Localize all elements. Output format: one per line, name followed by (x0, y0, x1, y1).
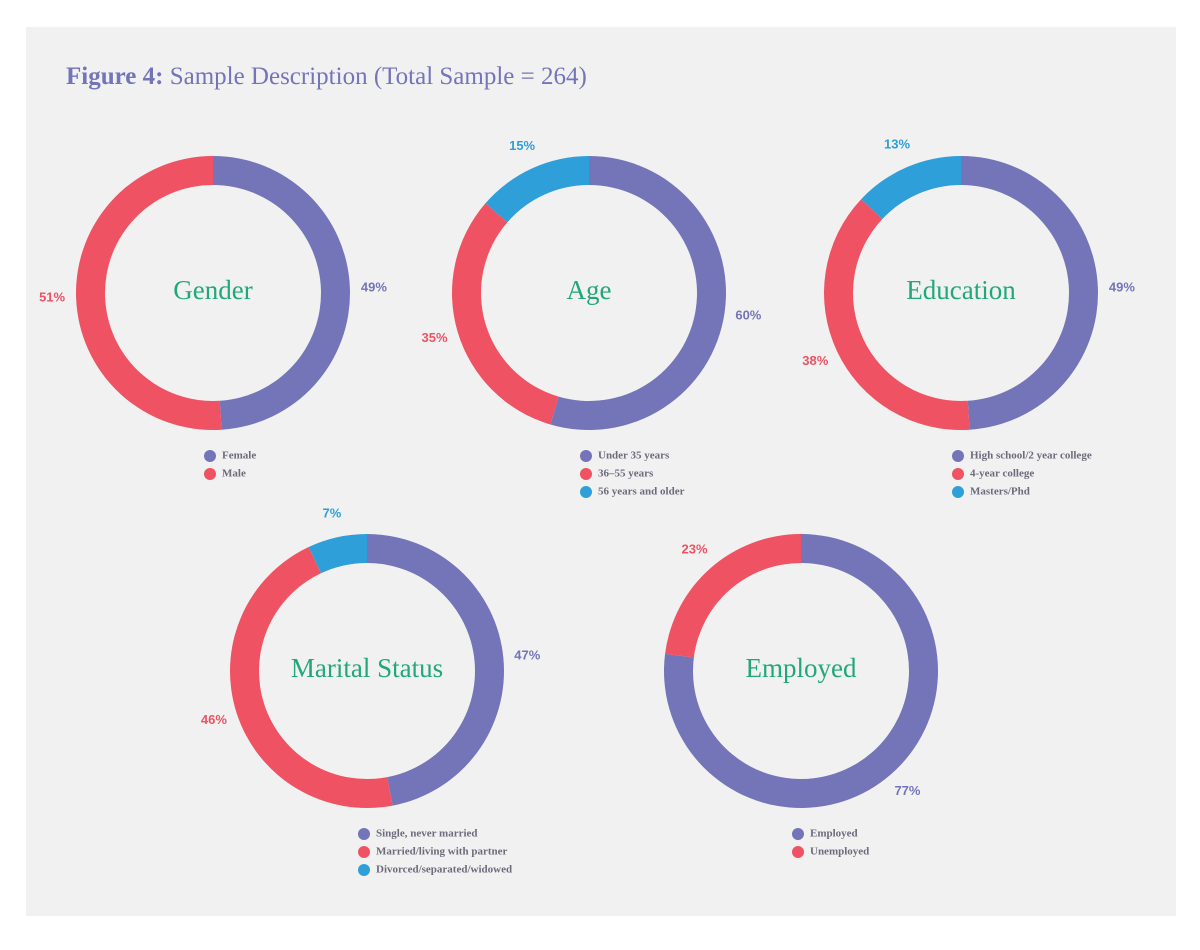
value-label: 23% (682, 542, 708, 557)
value-label: 15% (509, 138, 535, 153)
donut-segment (213, 156, 351, 430)
legend-marker (792, 828, 804, 840)
legend-marker (792, 846, 804, 858)
value-label: 60% (735, 307, 761, 322)
donut-segment (367, 534, 504, 806)
donut-title: Education (906, 275, 1016, 305)
donut-title: Gender (173, 275, 252, 305)
value-label: 77% (894, 783, 920, 798)
legend-marker (580, 450, 592, 462)
legend-marker (204, 468, 216, 480)
legend-marker (952, 450, 964, 462)
donut-segment (485, 156, 589, 223)
legend-label: Single, never married (376, 828, 478, 840)
legend-marker (952, 468, 964, 480)
legend-label: 36–55 years (598, 468, 654, 480)
value-label: 38% (802, 353, 828, 368)
legend-label: High school/2 year college (970, 450, 1092, 462)
legend-label: Unemployed (810, 846, 869, 858)
value-label: 13% (884, 137, 910, 152)
value-label: 49% (1109, 279, 1135, 294)
value-label: 47% (514, 647, 540, 662)
legend-marker (358, 828, 370, 840)
value-label: 7% (322, 505, 341, 520)
donut-segment (230, 547, 393, 808)
legend-label: 56 years and older (598, 486, 685, 498)
legend-marker (358, 864, 370, 876)
value-label: 46% (201, 712, 227, 727)
legend-marker (580, 468, 592, 480)
donut-segment (823, 199, 970, 431)
legend-label: Married/living with partner (376, 846, 507, 858)
legend-label: Female (222, 450, 256, 462)
donut-title: Employed (746, 653, 857, 683)
legend-label: Divorced/separated/widowed (376, 864, 512, 876)
donut-segment (961, 155, 1099, 430)
donut-segment (452, 203, 559, 425)
legend-marker (358, 846, 370, 858)
donut-title: Age (567, 275, 612, 305)
legend-marker (204, 450, 216, 462)
figure-caption: Sample Description (Total Sample = 264) (170, 63, 587, 90)
value-label: 51% (39, 289, 65, 304)
value-label: 49% (361, 279, 387, 294)
figure-label: Figure 4: (66, 63, 163, 90)
donut-segment (665, 534, 801, 658)
donut-segment (308, 534, 367, 574)
donut-segment (550, 156, 727, 430)
figure-title: Figure 4: Sample Description (Total Samp… (66, 63, 587, 90)
donut-segment (861, 156, 961, 220)
legend-marker (952, 486, 964, 498)
legend-label: Under 35 years (598, 450, 670, 462)
legend-label: Male (222, 468, 246, 480)
legend-label: 4-year college (970, 468, 1034, 480)
value-label: 35% (422, 330, 448, 345)
donut-segment (76, 156, 222, 430)
legend-marker (580, 486, 592, 498)
legend-label: Masters/Phd (970, 486, 1030, 498)
donut-title: Marital Status (291, 653, 443, 683)
legend-label: Employed (810, 828, 858, 840)
